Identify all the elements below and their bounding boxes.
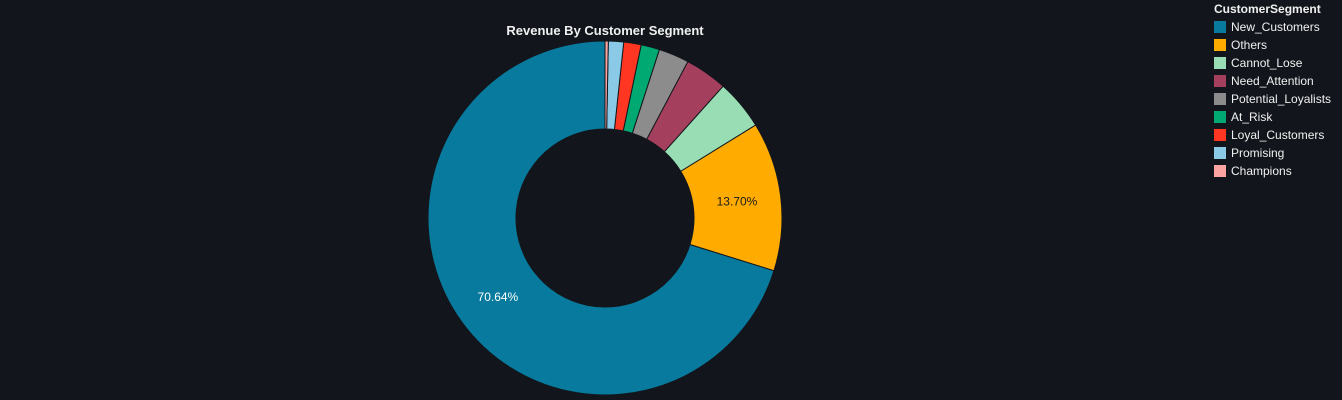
legend-item-need-attention[interactable]: Need_Attention xyxy=(1214,74,1314,88)
slice-label-new-customers: 70.64% xyxy=(478,290,519,304)
legend-label: Loyal_Customers xyxy=(1231,128,1324,142)
legend-swatch xyxy=(1214,39,1226,51)
legend-swatch xyxy=(1214,93,1226,105)
legend-label: At_Risk xyxy=(1231,110,1273,124)
legend-title: CustomerSegment xyxy=(1214,2,1321,16)
legend-item-loyal-customers[interactable]: Loyal_Customers xyxy=(1214,128,1324,142)
legend-swatch xyxy=(1214,111,1226,123)
legend-item-cannot-lose[interactable]: Cannot_Lose xyxy=(1214,56,1303,70)
legend-swatch xyxy=(1214,75,1226,87)
legend-swatch xyxy=(1214,21,1226,33)
legend-label: Champions xyxy=(1231,164,1292,178)
legend-item-champions[interactable]: Champions xyxy=(1214,164,1292,178)
legend-swatch xyxy=(1214,165,1226,177)
legend-item-potential-loyalists[interactable]: Potential_Loyalists xyxy=(1214,92,1331,106)
legend[interactable]: CustomerSegment New_Customers Others Canno… xyxy=(1214,2,1331,178)
legend-swatch xyxy=(1214,129,1226,141)
legend-item-promising[interactable]: Promising xyxy=(1214,146,1284,160)
legend-item-others[interactable]: Others xyxy=(1214,38,1267,52)
slice-labels: 70.64% 13.70% xyxy=(478,194,758,303)
legend-swatch xyxy=(1214,147,1226,159)
slice-label-others: 13.70% xyxy=(717,194,758,208)
chart-title: Revenue By Customer Segment xyxy=(506,23,704,38)
legend-label: Potential_Loyalists xyxy=(1231,92,1331,106)
slice-new-customers[interactable] xyxy=(427,40,775,396)
legend-item-new-customers[interactable]: New_Customers xyxy=(1214,20,1320,34)
legend-label: Promising xyxy=(1231,146,1284,160)
legend-label: Need_Attention xyxy=(1231,74,1314,88)
donut-slices xyxy=(427,40,783,396)
slice-champions[interactable] xyxy=(604,40,609,130)
legend-swatch xyxy=(1214,57,1226,69)
legend-label: Cannot_Lose xyxy=(1231,56,1303,70)
legend-items[interactable]: New_Customers Others Cannot_Lose Need_Atten… xyxy=(1214,20,1331,178)
legend-label: New_Customers xyxy=(1231,20,1320,34)
legend-label: Others xyxy=(1231,38,1267,52)
legend-item-at-risk[interactable]: At_Risk xyxy=(1214,110,1273,124)
